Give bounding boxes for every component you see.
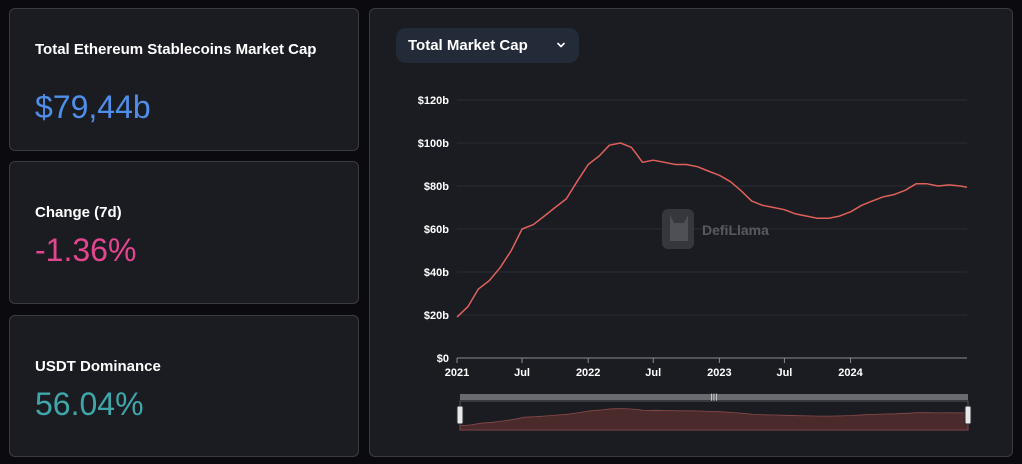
- x-tick-label: 2022: [576, 367, 600, 379]
- watermark: DefiLlama: [662, 209, 769, 249]
- y-tick-label: $100b: [418, 138, 449, 150]
- market-cap-chart: $0 $20b $40b $60b $80b $100b $120b 2021 Jul 2022 J…: [418, 95, 972, 431]
- range-slider-grip: |||: [710, 393, 717, 401]
- x-tick-label: Jul: [514, 367, 530, 379]
- stat-card-total-market-cap: Total Ethereum Stablecoins Market Cap $7…: [9, 8, 359, 151]
- x-tick-label: Jul: [645, 367, 661, 379]
- x-tick-label: 2024: [838, 367, 863, 379]
- y-tick-label: $60b: [424, 224, 449, 236]
- chart-type-dropdown-label: Total Market Cap: [408, 37, 528, 54]
- range-slider-right-handle[interactable]: [964, 405, 972, 425]
- chart-panel: $0 $20b $40b $60b $80b $100b $120b 2021 Jul 2022 J…: [369, 8, 1013, 457]
- chart-type-dropdown[interactable]: Total Market Cap: [396, 28, 579, 63]
- y-tick-label: $20b: [424, 310, 449, 322]
- range-slider-top-bar: [460, 394, 968, 400]
- range-slider: |||: [456, 393, 972, 431]
- stat-card-usdt-dominance: USDT Dominance 56.04%: [9, 315, 359, 457]
- usdt-dominance-label: USDT Dominance: [35, 358, 161, 375]
- x-tick-label: Jul: [776, 367, 792, 379]
- y-tick-label: $120b: [418, 95, 449, 107]
- total-market-cap-label: Total Ethereum Stablecoins Market Cap: [35, 41, 317, 58]
- change-7d-label: Change (7d): [35, 204, 122, 221]
- y-tick-label: $0: [437, 353, 449, 365]
- y-tick-label: $80b: [424, 181, 449, 193]
- x-tick-label: 2021: [445, 367, 469, 379]
- total-market-cap-value: $79,44b: [35, 89, 151, 125]
- range-slider-left-handle[interactable]: [456, 405, 464, 425]
- x-tick-label: 2023: [707, 367, 731, 379]
- watermark-text: DefiLlama: [702, 222, 769, 238]
- range-slider-preview: [459, 408, 969, 431]
- change-7d-value: -1.36%: [35, 232, 137, 268]
- stat-card-change-7d: Change (7d) -1.36%: [9, 161, 359, 304]
- y-tick-label: $40b: [424, 267, 449, 279]
- chevron-down-icon: [557, 42, 565, 48]
- usdt-dominance-value: 56.04%: [35, 386, 144, 422]
- llama-logo-icon: [662, 209, 694, 249]
